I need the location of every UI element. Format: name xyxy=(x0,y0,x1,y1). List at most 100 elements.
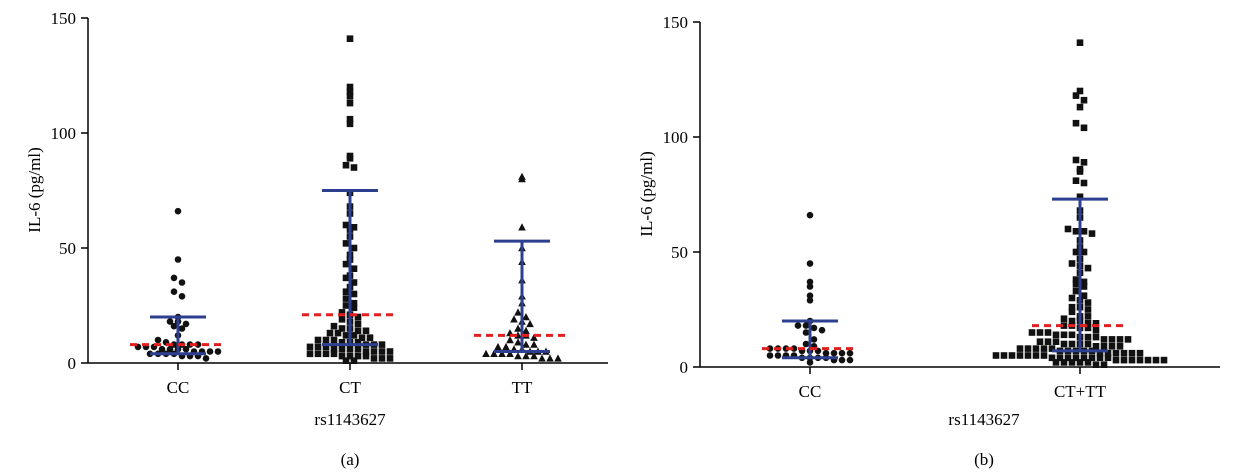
square-point xyxy=(1144,356,1152,364)
square-point xyxy=(1068,331,1076,339)
circle-point xyxy=(802,340,810,348)
square-point xyxy=(386,348,394,355)
square-point xyxy=(1100,361,1108,368)
triangle-point xyxy=(498,349,506,357)
square-point xyxy=(1128,356,1136,364)
circle-point xyxy=(794,322,802,329)
square-point xyxy=(1104,349,1112,357)
square-point xyxy=(1068,303,1076,311)
triangle-point xyxy=(522,352,530,360)
square-point xyxy=(330,345,338,353)
square-point xyxy=(330,336,338,344)
x-ticks: CC CT+TT xyxy=(799,367,1107,401)
triangle-point xyxy=(538,354,546,362)
square-point xyxy=(1052,331,1060,339)
square-point xyxy=(338,345,346,353)
square-point xyxy=(1068,359,1076,366)
square-point xyxy=(1028,329,1036,336)
square-point xyxy=(1060,359,1068,366)
square-point xyxy=(350,265,358,272)
square-point xyxy=(1092,361,1100,368)
square-point xyxy=(1120,356,1128,364)
square-point xyxy=(314,336,322,344)
data-marks xyxy=(762,39,1168,368)
circle-point xyxy=(766,345,774,352)
square-point xyxy=(342,288,350,295)
square-point xyxy=(1076,87,1084,95)
y-tick-label: 0 xyxy=(680,358,689,377)
circle-point xyxy=(766,352,774,359)
square-point xyxy=(370,355,378,362)
square-point xyxy=(1036,329,1044,336)
square-point xyxy=(378,355,386,362)
square-point xyxy=(370,348,378,355)
triangle-point xyxy=(514,338,522,346)
triangle-point xyxy=(490,349,498,357)
square-point xyxy=(350,164,358,171)
square-point xyxy=(1068,308,1076,316)
triangle-point xyxy=(522,340,530,348)
square-point xyxy=(1112,349,1120,357)
triangle-point xyxy=(522,326,530,334)
circle-point xyxy=(790,345,798,352)
square-point xyxy=(350,357,358,364)
triangle-point xyxy=(482,349,490,357)
square-point xyxy=(1092,343,1100,350)
x-axis-label: rs1143627 xyxy=(314,410,386,429)
square-point xyxy=(350,304,358,312)
square-point xyxy=(338,325,346,332)
square-point xyxy=(346,88,354,95)
x-tick-label: CT xyxy=(339,378,361,397)
circle-point xyxy=(158,345,166,353)
square-point xyxy=(346,99,354,107)
square-point xyxy=(1080,292,1088,299)
square-point xyxy=(326,329,334,337)
x-tick-label: TT xyxy=(512,378,533,397)
square-point xyxy=(350,332,358,339)
x-tick-label: CT+TT xyxy=(1054,382,1107,401)
square-point xyxy=(1024,352,1032,359)
square-point xyxy=(354,345,362,353)
square-point xyxy=(1060,331,1068,339)
square-point xyxy=(1128,349,1136,357)
y-axis-label: IL-6 (pg/ml) xyxy=(25,147,44,232)
square-point xyxy=(1116,336,1124,343)
square-point xyxy=(1080,278,1088,286)
circle-point xyxy=(818,326,826,334)
square-point xyxy=(342,274,350,282)
triangle-point xyxy=(530,340,538,348)
square-point xyxy=(350,224,358,231)
square-point xyxy=(1088,230,1096,237)
y-axis-label: IL-6 (pg/ml) xyxy=(637,151,656,236)
square-point xyxy=(1060,315,1068,322)
square-point xyxy=(1152,356,1160,364)
square-point xyxy=(342,357,350,364)
square-point xyxy=(378,341,386,348)
x-ticks: CC CT TT xyxy=(167,363,533,397)
square-point xyxy=(342,302,350,309)
circle-point xyxy=(166,318,174,325)
square-point xyxy=(338,352,346,360)
square-point xyxy=(1072,276,1080,283)
square-point xyxy=(362,327,370,335)
square-point xyxy=(314,350,322,358)
square-point xyxy=(1060,322,1068,329)
square-point xyxy=(992,352,1000,359)
square-point xyxy=(1016,345,1024,352)
square-point xyxy=(342,161,350,169)
triangle-point xyxy=(522,313,530,321)
circle-point xyxy=(182,320,190,328)
square-point xyxy=(1076,39,1084,46)
circle-point xyxy=(838,349,846,357)
y-ticks: 0 50 100 150 xyxy=(51,9,88,373)
circle-point xyxy=(838,356,846,364)
square-point xyxy=(330,322,338,330)
circle-point xyxy=(170,341,178,348)
square-point xyxy=(1068,340,1076,348)
square-point xyxy=(1136,349,1144,357)
square-point xyxy=(342,260,350,268)
square-point xyxy=(1048,354,1056,362)
panel-label: (b) xyxy=(974,450,994,469)
